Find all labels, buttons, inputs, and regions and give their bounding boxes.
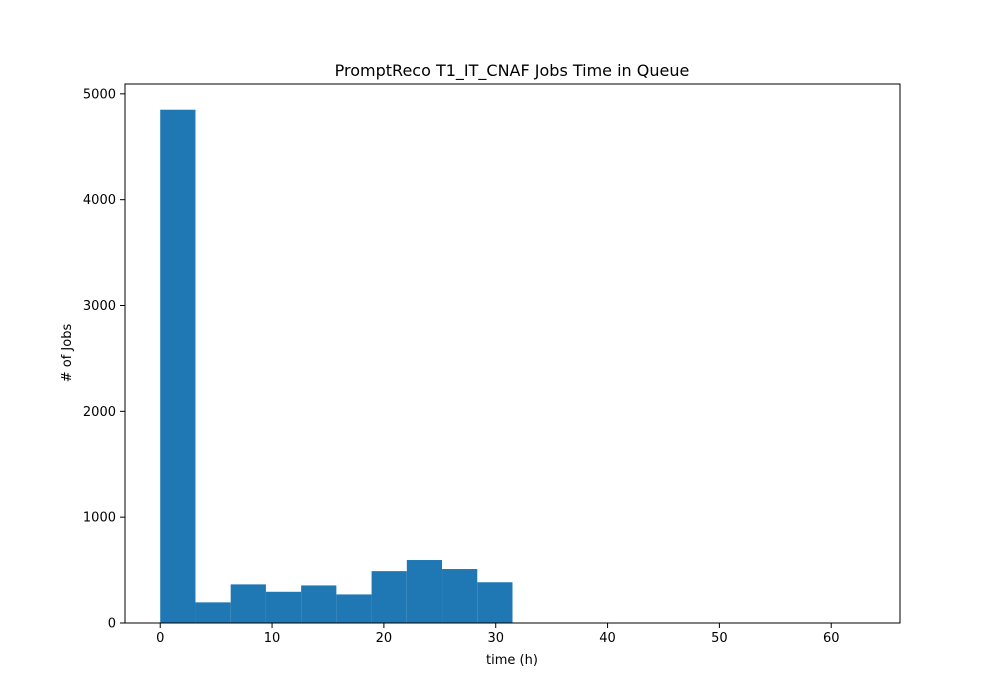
y-tick-label-1: 1000 (83, 511, 116, 526)
x-tick-label-6: 60 (823, 631, 840, 646)
y-tick-label-3: 3000 (83, 299, 116, 314)
histogram-bar-8 (442, 569, 478, 623)
histogram-bar-9 (477, 582, 513, 623)
x-tick-label-5: 50 (711, 631, 728, 646)
histogram-bar-6 (371, 571, 407, 623)
chart-title: PromptReco T1_IT_CNAF Jobs Time in Queue (335, 61, 690, 81)
x-axis-ticks: 0 10 20 30 40 50 60 (156, 623, 839, 646)
histogram-bar-2 (230, 584, 266, 623)
x-tick-label-2: 20 (376, 631, 393, 646)
plot-frame (124, 83, 901, 624)
y-tick-label-5: 5000 (83, 87, 116, 102)
x-tick-label-1: 10 (264, 631, 281, 646)
histogram-bar-4 (301, 585, 337, 623)
y-tick-label-4: 4000 (83, 193, 116, 208)
y-tick-label-2: 2000 (83, 405, 116, 420)
bars-group (160, 109, 513, 624)
y-axis-label: # of Jobs (60, 324, 75, 383)
histogram-bar-5 (336, 594, 372, 623)
x-tick-label-3: 30 (487, 631, 504, 646)
histogram-bar-3 (265, 591, 302, 623)
x-axis-label: time (h) (486, 653, 538, 668)
y-tick-label-0: 0 (108, 617, 116, 632)
x-tick-label-0: 0 (156, 631, 164, 646)
x-tick-label-4: 40 (599, 631, 616, 646)
y-axis-ticks: 0 1000 2000 3000 4000 5000 (83, 87, 125, 632)
histogram-bar-7 (406, 560, 443, 623)
histogram-bar-0 (160, 109, 196, 624)
histogram-bar-1 (195, 602, 231, 623)
